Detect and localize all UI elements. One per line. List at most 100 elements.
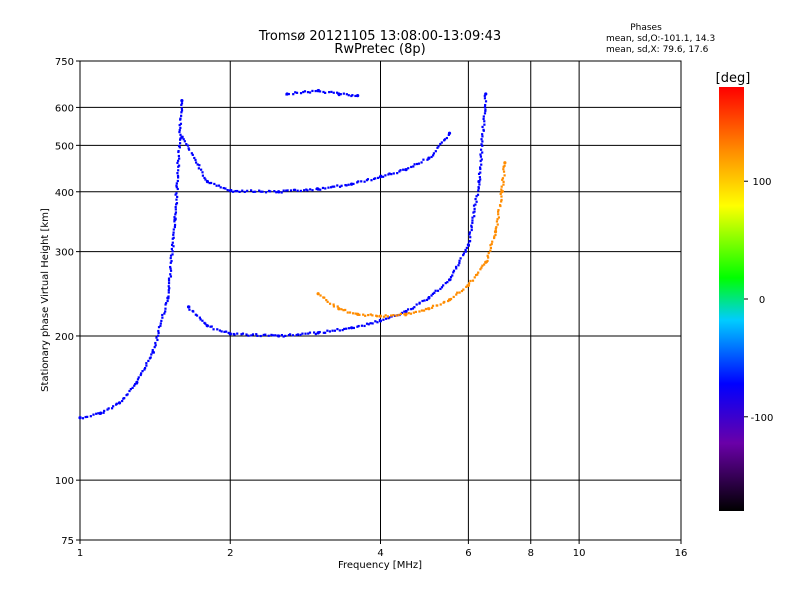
trace-point	[294, 91, 297, 94]
trace-point	[173, 220, 176, 223]
trace-point	[390, 314, 393, 317]
x-tick-label: 6	[465, 548, 471, 559]
trace-point	[295, 91, 299, 94]
trace-point	[305, 188, 308, 191]
trace-point	[481, 264, 484, 267]
trace-point	[484, 103, 487, 107]
trace-point	[442, 284, 445, 287]
trace-point	[167, 289, 170, 292]
trace-point	[139, 373, 142, 377]
trace-point	[473, 215, 476, 218]
trace-point	[198, 164, 201, 167]
trace-point	[112, 405, 115, 408]
trace-point	[169, 254, 173, 257]
trace-point	[243, 190, 246, 194]
trace-point	[332, 91, 335, 94]
trace-point	[496, 218, 499, 221]
trace-point	[175, 192, 178, 195]
trace-point	[177, 149, 180, 153]
trace-point	[344, 308, 347, 312]
trace-point	[458, 261, 461, 265]
trace-point	[193, 156, 196, 160]
trace-point	[177, 169, 180, 172]
trace-point	[431, 154, 435, 157]
trace-point	[335, 91, 339, 94]
trace-point	[204, 322, 207, 325]
trace-point	[287, 334, 291, 337]
trace-point	[406, 308, 410, 311]
trace-point	[324, 187, 327, 190]
trace-point	[326, 300, 329, 303]
trace-point	[167, 291, 170, 294]
x-tick-label: 8	[528, 548, 534, 559]
trace-point	[483, 123, 486, 126]
trace-point	[172, 245, 175, 248]
data-point	[378, 319, 383, 323]
trace-point	[267, 334, 270, 337]
trace-point	[170, 243, 174, 247]
trace-point	[302, 90, 305, 94]
trace-point	[157, 326, 161, 329]
trace-point	[308, 91, 312, 94]
trace-point	[483, 263, 486, 266]
trace-point	[301, 332, 304, 335]
trace-point	[452, 295, 455, 299]
trace-point	[483, 120, 486, 123]
trace-point	[161, 313, 164, 317]
trace-point	[153, 346, 156, 349]
trace-point	[167, 277, 171, 280]
trace-point	[187, 147, 190, 150]
trace-point	[439, 142, 442, 146]
trace-point	[418, 310, 421, 313]
data-point	[378, 175, 383, 179]
trace-point	[471, 219, 474, 222]
trace-point	[500, 185, 503, 188]
trace-point	[208, 181, 211, 185]
trace-point	[348, 311, 352, 314]
trace-point	[480, 143, 483, 146]
trace-point	[503, 164, 506, 167]
trace-point	[407, 167, 410, 170]
data-point	[166, 296, 170, 300]
trace-point	[185, 143, 188, 146]
trace-point	[390, 173, 393, 176]
data-point	[228, 189, 232, 193]
trace-point	[412, 311, 415, 314]
trace-point	[143, 368, 146, 371]
trace-point	[434, 150, 437, 153]
x-tick-label: 16	[675, 548, 688, 559]
trace-point	[167, 279, 171, 282]
trace-point	[123, 397, 126, 400]
trace-point	[178, 129, 181, 132]
trace-point	[477, 186, 480, 189]
data-point	[316, 292, 320, 296]
data-point	[180, 135, 184, 139]
trace-point	[186, 144, 190, 147]
trace-point	[440, 286, 444, 289]
y-tick-label: 100	[55, 476, 74, 487]
trace-point	[241, 189, 244, 192]
trace-point	[217, 184, 221, 187]
trace-point	[159, 324, 162, 327]
trace-point	[254, 190, 257, 193]
trace-point	[288, 333, 292, 336]
trace-point	[468, 231, 472, 234]
trace-point	[420, 309, 424, 312]
trace-point	[157, 329, 160, 333]
trace-point	[489, 246, 493, 250]
data-point	[173, 217, 177, 222]
trace-point	[424, 307, 428, 311]
data-point	[349, 182, 354, 186]
trace-point	[177, 159, 180, 162]
trace-point	[341, 328, 344, 332]
trace-point	[194, 161, 198, 164]
trace-point	[191, 153, 194, 156]
trace-point	[220, 330, 223, 333]
trace-point	[170, 260, 173, 263]
data-point	[135, 380, 139, 384]
trace-point	[249, 189, 253, 192]
trace-point	[332, 303, 335, 306]
trace-point	[473, 207, 476, 210]
data-point	[316, 331, 320, 335]
trace-point	[497, 213, 500, 216]
